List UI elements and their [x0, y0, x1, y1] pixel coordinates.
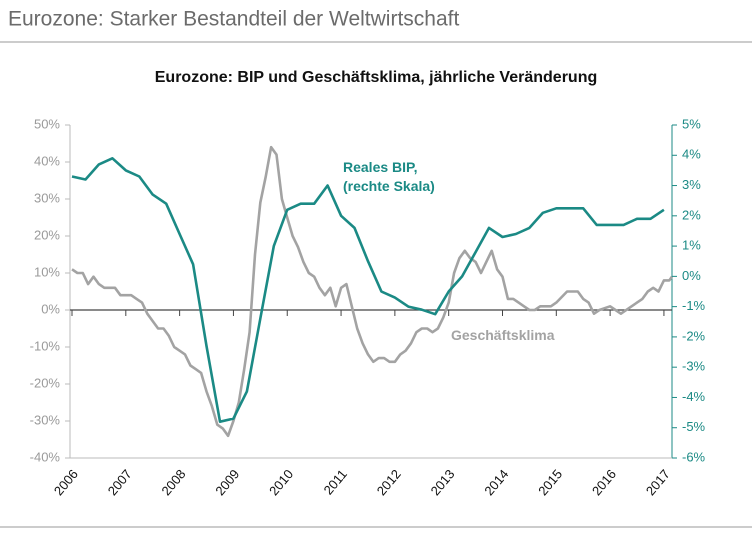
y2-tick-label: 3% [682, 177, 701, 192]
y-tick-label: -20% [30, 375, 61, 390]
x-tick-label: 2006 [51, 466, 81, 498]
y-tick-label: -40% [30, 449, 61, 464]
y-tick-label: 0% [41, 301, 60, 316]
y2-tick-label: 2% [682, 207, 701, 222]
x-tick-label: 2011 [321, 466, 350, 497]
y2-tick-label: -1% [682, 298, 706, 313]
y2-tick-label: -2% [682, 328, 706, 343]
y2-tick-label: -3% [682, 359, 706, 374]
series-line [71, 145, 674, 438]
x-tick-label: 2015 [535, 466, 565, 498]
y2-tick-label: 1% [682, 238, 701, 253]
y2-tick-label: 4% [682, 147, 701, 162]
x-tick-label: 2008 [158, 466, 188, 498]
x-tick-label: 2007 [105, 466, 135, 498]
series-line [71, 157, 665, 423]
y2-tick-label: 0% [682, 268, 701, 283]
y-tick-label: 50% [34, 116, 60, 131]
y-tick-label: 30% [34, 190, 60, 205]
y-tick-label: 20% [34, 227, 60, 242]
chart-title: Eurozone: BIP und Geschäftsklima, jährli… [155, 69, 597, 86]
series-label: Reales BIP, (rechte Skala) [343, 159, 435, 194]
y2-tick-label: -6% [682, 449, 706, 464]
y2-tick-label: -4% [682, 389, 706, 404]
page-title: Eurozone: Starker Bestandteil der Weltwi… [8, 8, 459, 31]
y-tick-label: -10% [30, 338, 61, 353]
x-tick-label: 2010 [266, 466, 296, 498]
x-tick-label: 2009 [212, 466, 242, 498]
y2-tick-label: 5% [682, 116, 701, 131]
y-tick-label: 10% [34, 264, 60, 279]
y-tick-label: 40% [34, 153, 60, 168]
x-tick-label: 2016 [589, 466, 619, 498]
x-tick-label: 2013 [428, 466, 458, 498]
y2-tick-label: -5% [682, 419, 706, 434]
x-tick-label: 2012 [374, 466, 404, 498]
x-tick-label: 2014 [481, 466, 511, 498]
y-tick-label: -30% [30, 412, 61, 427]
series-label: Geschäftsklima [451, 327, 555, 343]
x-tick-label: 2017 [643, 466, 673, 498]
